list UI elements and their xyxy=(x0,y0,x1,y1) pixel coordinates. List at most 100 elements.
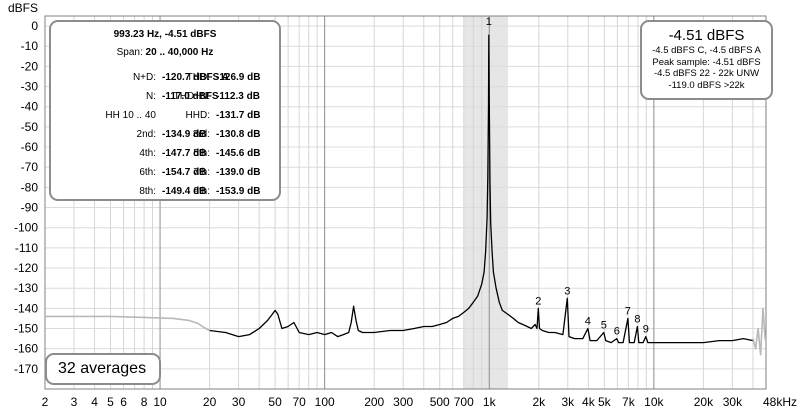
stat-label: HH 10 .. 40 xyxy=(105,110,156,121)
y-tick-label: -90 xyxy=(21,201,39,215)
fundamental-readout: 993.23 Hz, -4.51 dBFS xyxy=(113,29,217,40)
x-tick-label: 20 xyxy=(203,395,217,409)
y-tick-label: -20 xyxy=(21,59,39,73)
level-readout-panel: -4.51 dBFS -4.5 dBFS C, -4.5 dBFS A Peak… xyxy=(640,20,773,100)
stat-row: 8th: -149.4 dB 9th: -153.9 dB xyxy=(51,186,279,200)
x-tick-label: 10 xyxy=(153,395,167,409)
y-axis-ticks: 0 -10 -20 -30 -40 -50 -60 -70 -80 -90 -100 -110 -120… xyxy=(14,19,38,376)
harmonic-label: 2 xyxy=(535,295,541,307)
stat-label: 7th: xyxy=(193,167,210,178)
spectrum-series xyxy=(45,34,767,356)
spectrum-line xyxy=(45,315,210,332)
stat-row: 2nd: -134.9 dB 3rd: -130.8 dB xyxy=(51,129,279,143)
y-tick-label: -10 xyxy=(21,39,39,53)
x-tick-label: 20k xyxy=(694,395,714,409)
x-tick-label: 30k xyxy=(723,395,743,409)
x-tick-label: 6 xyxy=(120,395,127,409)
x-tick-label: 50 xyxy=(268,395,282,409)
averages-badge: 32 averages xyxy=(45,353,161,385)
harmonic-label: 8 xyxy=(634,313,640,325)
stat-label: 6th: xyxy=(139,167,156,178)
stat-value: -131.7 dB xyxy=(216,110,261,121)
x-tick-label: 30 xyxy=(232,395,246,409)
x-tick-label: 1k xyxy=(483,395,497,409)
stat-value: -145.6 dB xyxy=(216,148,261,159)
stat-label: 4th: xyxy=(139,148,156,159)
y-axis-unit-label: dBFS xyxy=(8,1,38,15)
plot-frame xyxy=(44,15,767,390)
stat-row: N: -117.0 dBFS THD+N: -112.3 dB xyxy=(51,91,279,105)
harmonic-label: 7 xyxy=(625,305,631,317)
stat-label: THD+N: xyxy=(173,91,210,102)
x-tick-label: 500 xyxy=(430,395,450,409)
y-tick-label: -110 xyxy=(15,241,38,255)
level-line-2: Peak sample: -4.51 dBFS xyxy=(652,56,761,68)
y-tick-label: -120 xyxy=(14,261,38,275)
fundamental-marker: 1 xyxy=(486,16,492,28)
x-tick-label: 2 xyxy=(42,395,49,409)
harmonic-label: 9 xyxy=(643,324,649,336)
x-tick-label: 700 xyxy=(454,395,474,409)
fundamental-highlight-band xyxy=(463,16,509,389)
spectrum-line xyxy=(209,34,754,344)
y-tick-label: -50 xyxy=(21,120,39,134)
stat-value: -134.9 dB xyxy=(162,129,207,140)
stat-row: 6th: -154.7 dB 7th: -139.0 dB xyxy=(51,167,279,181)
stat-label: 2nd: xyxy=(136,129,156,140)
x-tick-label: 8 xyxy=(141,395,148,409)
level-line-3: -4.5 dBFS 22 - 22k UNW xyxy=(653,68,760,79)
x-tick-label: 3 xyxy=(71,395,78,409)
y-tick-label: -150 xyxy=(14,322,38,336)
stat-value: -120.7 dBFS A xyxy=(162,72,229,83)
stat-label: 9th: xyxy=(193,186,210,197)
stat-label: HHD: xyxy=(185,110,210,121)
stat-label: N+D: xyxy=(132,72,156,83)
x-tick-label: 200 xyxy=(364,395,384,409)
stat-value: -147.7 dB xyxy=(162,148,207,159)
measurement-stats-panel: 993.23 Hz, -4.51 dBFS Span: 20 .. 40,000… xyxy=(49,20,281,201)
x-tick-label: 70 xyxy=(292,395,306,409)
stat-label: THD: xyxy=(186,72,210,83)
x-tick-label: 3k xyxy=(561,395,575,409)
x-tick-label: 7k xyxy=(622,395,636,409)
spectrum-line xyxy=(752,307,767,356)
harmonic-label: 6 xyxy=(614,326,620,338)
y-tick-label: -100 xyxy=(14,221,38,235)
y-tick-label: -160 xyxy=(14,342,38,356)
stat-value: -149.4 dB xyxy=(162,186,207,197)
span-value: 20 .. 40,000 Hz xyxy=(145,47,214,58)
y-tick-label: -140 xyxy=(14,301,38,315)
stat-value: -139.0 dB xyxy=(216,167,261,178)
y-tick-label: -40 xyxy=(21,100,39,114)
y-tick-label: -80 xyxy=(21,180,39,194)
y-tick-label: 0 xyxy=(31,19,38,33)
x-tick-label: 2k xyxy=(532,395,546,409)
x-tick-label: 48kHz xyxy=(763,395,797,409)
stat-row: N+D: -120.7 dBFS A THD: -126.9 dB xyxy=(51,72,279,86)
level-main-value: -4.51 dBFS xyxy=(668,27,745,44)
y-tick-label: -70 xyxy=(21,160,39,174)
y-tick-label: -130 xyxy=(14,281,38,295)
y-tick-label: -170 xyxy=(14,362,38,376)
stat-label: N: xyxy=(146,91,156,102)
x-tick-label: 10k xyxy=(644,395,664,409)
span-readout: Span: 20 .. 40,000 Hz xyxy=(51,47,279,58)
x-tick-label: 5k xyxy=(598,395,612,409)
level-line-4: -119.0 dBFS >22k xyxy=(668,79,745,91)
span-label: Span: xyxy=(116,47,146,58)
stat-row: HH 10 .. 40 HHD: -131.7 dB xyxy=(51,110,279,124)
stat-label: 3rd: xyxy=(192,129,210,140)
stat-value: -117.0 dBFS xyxy=(162,91,219,102)
stat-value: -126.9 dB xyxy=(216,72,261,83)
stat-label: 5th: xyxy=(193,148,210,159)
stat-value: -153.9 dB xyxy=(216,186,261,197)
y-tick-label: -30 xyxy=(21,80,39,94)
x-tick-label: 5 xyxy=(107,395,114,409)
stat-value: -112.3 dB xyxy=(216,91,260,102)
y-tick-label: -60 xyxy=(21,140,39,154)
stat-row: 4th: -147.7 dB 5th: -145.6 dB xyxy=(51,148,279,162)
level-line-1: -4.5 dBFS C, -4.5 dBFS A xyxy=(652,45,761,56)
stat-value: -154.7 dB xyxy=(162,167,207,178)
x-tick-label: 100 xyxy=(315,395,335,409)
